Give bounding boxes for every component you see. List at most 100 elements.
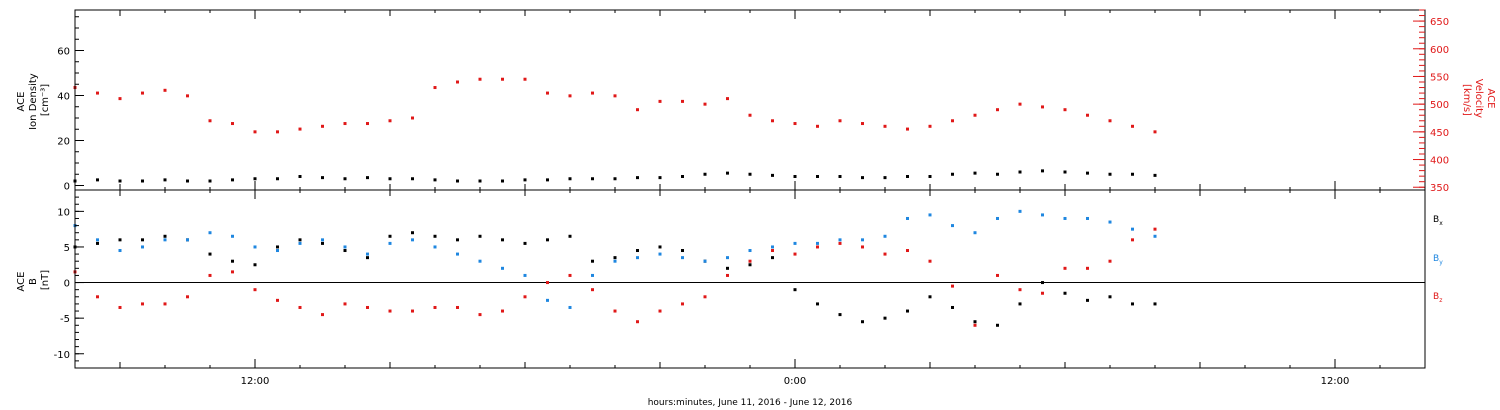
bottom-point-bz <box>501 309 504 313</box>
top-point-series-1 <box>456 179 459 183</box>
bottom-point-bz <box>636 320 639 324</box>
top-point-series-2 <box>411 116 414 120</box>
bottom-point-bx <box>1018 302 1022 306</box>
bottom-point-bz <box>411 309 414 313</box>
bottom-point-by <box>478 259 482 263</box>
top-point-series-1 <box>208 179 212 183</box>
density-tick-label: 40 <box>57 92 70 103</box>
top-point-series-2 <box>343 122 347 126</box>
top-point-series-2 <box>951 119 954 123</box>
top-point-series-2 <box>861 122 864 126</box>
density-title-line-2: Ion Density <box>28 73 39 130</box>
top-point-series-1 <box>118 179 122 183</box>
bottom-point-bz <box>1063 266 1067 270</box>
bottom-point-bz <box>546 281 549 285</box>
bottom-point-by <box>253 245 257 249</box>
top-point-series-1 <box>1041 169 1044 173</box>
top-point-series-1 <box>411 177 414 181</box>
bottom-point-bz <box>883 252 887 256</box>
top-point-series-2 <box>231 122 234 126</box>
bottom-point-bz <box>1108 259 1112 263</box>
density-tick-label: 20 <box>57 137 70 148</box>
bottom-point-by <box>838 238 842 242</box>
bottom-point-bx <box>456 238 459 242</box>
top-point-series-1 <box>681 175 684 178</box>
top-series-series-1 <box>73 169 1157 183</box>
bottom-point-by <box>636 256 639 260</box>
field-axis-title: ACE B [nT] <box>16 268 51 291</box>
top-point-series-2 <box>208 119 212 123</box>
top-point-series-2 <box>1153 130 1157 134</box>
velocity-tick-label: 600 <box>1430 45 1449 56</box>
top-point-series-2 <box>793 122 797 126</box>
top-point-series-2 <box>883 124 887 128</box>
top-point-series-1 <box>501 179 504 183</box>
bottom-point-bx <box>838 313 842 317</box>
top-point-series-1 <box>816 175 819 178</box>
bottom-point-by <box>591 273 594 277</box>
bottom-point-bz <box>658 309 662 313</box>
top-point-series-1 <box>1131 172 1134 176</box>
bottom-point-bz <box>951 284 954 288</box>
top-point-series-1 <box>703 172 707 176</box>
velocity-title-line-2: Velocity <box>1473 79 1484 118</box>
top-point-series-1 <box>1086 171 1089 175</box>
bottom-point-by <box>861 238 864 242</box>
top-point-series-2 <box>1063 108 1067 112</box>
top-point-series-1 <box>141 179 144 183</box>
bottom-point-bz <box>771 249 774 253</box>
bottom-point-bx <box>951 305 954 309</box>
bottom-point-by <box>1108 220 1112 224</box>
bottom-point-bz <box>231 270 234 274</box>
field-tick-label: 0 <box>64 279 70 290</box>
top-point-series-2 <box>636 108 639 112</box>
top-point-series-1 <box>343 177 347 181</box>
bottom-point-by <box>96 238 99 242</box>
density-axis-title: ACE Ion Density [cm⁻³] <box>16 70 51 130</box>
top-point-series-1 <box>658 176 662 180</box>
bottom-point-by <box>973 231 977 235</box>
bottom-point-bx <box>501 238 504 242</box>
velocity-axis-title: ACE Velocity [km/s] <box>1461 79 1496 121</box>
field-tick-label: -10 <box>54 350 70 361</box>
bottom-point-by <box>613 259 617 263</box>
velocity-title-line-1: ACE <box>1485 88 1496 108</box>
top-point-series-2 <box>388 119 392 123</box>
field-title-line-1: ACE <box>16 272 27 292</box>
bottom-point-by <box>321 238 324 242</box>
top-point-series-1 <box>298 175 302 178</box>
top-point-series-1 <box>928 175 932 178</box>
bottom-point-by <box>1131 227 1134 231</box>
bottom-point-by <box>276 249 279 253</box>
bottom-point-bz <box>388 309 392 313</box>
bottom-point-by <box>906 216 909 220</box>
bottom-point-bz <box>523 295 527 299</box>
bottom-point-bz <box>748 259 752 263</box>
bottom-panel-series <box>73 209 1157 327</box>
bottom-point-bx <box>1063 291 1067 295</box>
top-point-series-2 <box>501 77 504 81</box>
bottom-point-by <box>456 252 459 256</box>
top-point-series-1 <box>771 173 774 177</box>
field-axis: -10 -5 0 5 10 <box>54 189 84 369</box>
bottom-point-bx <box>118 238 122 242</box>
bottom-point-bx <box>636 249 639 253</box>
bottom-point-bz <box>726 273 729 277</box>
velocity-tick-label: 500 <box>1430 100 1449 111</box>
bottom-point-bz <box>276 298 279 302</box>
legend-by: By <box>1433 254 1443 266</box>
density-tick-label: 0 <box>64 182 70 193</box>
bottom-point-by <box>883 234 887 238</box>
top-point-series-1 <box>996 172 999 176</box>
top-point-series-1 <box>186 179 189 183</box>
density-title-line-3: [cm⁻³] <box>40 84 51 116</box>
bottom-point-bx <box>253 263 257 267</box>
top-point-series-2 <box>456 80 459 84</box>
velocity-tick-label: 450 <box>1430 128 1449 139</box>
field-tick-label: -5 <box>60 314 70 325</box>
bottom-point-bx <box>96 241 99 245</box>
bottom-point-bx <box>276 245 279 249</box>
bottom-point-bx <box>568 234 572 238</box>
density-axis: 0 20 40 60 <box>57 16 84 193</box>
